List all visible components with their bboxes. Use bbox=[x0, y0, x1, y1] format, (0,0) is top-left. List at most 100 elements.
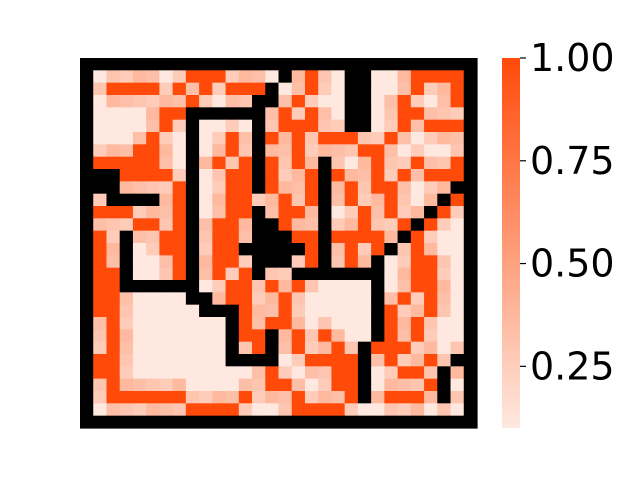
wall-cell bbox=[80, 193, 94, 207]
heatmap-cell bbox=[331, 280, 346, 293]
wall-cell bbox=[344, 107, 359, 121]
heatmap-cell bbox=[410, 304, 425, 318]
heatmap-cell bbox=[199, 181, 213, 195]
heatmap-cell bbox=[450, 95, 465, 108]
heatmap-cell bbox=[93, 230, 108, 244]
heatmap-cell bbox=[146, 267, 160, 281]
heatmap-cell bbox=[238, 341, 253, 355]
heatmap-cell bbox=[172, 354, 187, 367]
heatmap-cell bbox=[437, 329, 452, 343]
heatmap-cell bbox=[450, 70, 465, 84]
heatmap-cell bbox=[93, 243, 108, 256]
wall-cell bbox=[212, 304, 227, 318]
heatmap-cell bbox=[397, 70, 412, 84]
heatmap-cell bbox=[450, 82, 465, 96]
heatmap-cell bbox=[159, 193, 174, 207]
heatmap-cell bbox=[304, 341, 319, 355]
wall-cell bbox=[93, 415, 108, 429]
wall-cell bbox=[304, 415, 319, 429]
heatmap-cell bbox=[185, 95, 200, 108]
wall-cell bbox=[371, 415, 385, 429]
heatmap-cell bbox=[252, 82, 266, 96]
wall-cell bbox=[80, 181, 94, 195]
heatmap-cell bbox=[437, 132, 452, 145]
wall-cell bbox=[80, 119, 94, 133]
heatmap-cell bbox=[291, 230, 306, 244]
wall-cell bbox=[185, 255, 200, 269]
heatmap-cell bbox=[344, 243, 359, 256]
heatmap-cell bbox=[265, 317, 280, 330]
wall-cell bbox=[93, 181, 108, 195]
heatmap-cell bbox=[357, 292, 372, 306]
heatmap-cell bbox=[212, 70, 227, 84]
heatmap-cell bbox=[106, 144, 121, 158]
heatmap-cell bbox=[185, 391, 200, 404]
heatmap-cell bbox=[437, 119, 452, 133]
heatmap-cell bbox=[424, 267, 438, 281]
heatmap-cell bbox=[344, 193, 359, 207]
wall-cell bbox=[463, 144, 478, 158]
wall-cell bbox=[80, 82, 94, 96]
heatmap-cell bbox=[357, 193, 372, 207]
heatmap-cell bbox=[371, 341, 385, 355]
wall-cell bbox=[172, 58, 187, 71]
heatmap-cell bbox=[357, 243, 372, 256]
wall-cell bbox=[185, 169, 200, 182]
heatmap-cell bbox=[291, 119, 306, 133]
wall-cell bbox=[265, 415, 280, 429]
heatmap-cell bbox=[384, 144, 399, 158]
heatmap-cell bbox=[424, 132, 438, 145]
wall-cell bbox=[80, 95, 94, 108]
wall-cell bbox=[437, 193, 452, 207]
wall-cell bbox=[437, 366, 452, 380]
heatmap-cell bbox=[132, 341, 147, 355]
heatmap-cell bbox=[159, 119, 174, 133]
heatmap-cell bbox=[437, 230, 452, 244]
heatmap-cell bbox=[93, 366, 108, 380]
heatmap-cell bbox=[331, 403, 346, 417]
wall-cell bbox=[119, 193, 134, 207]
heatmap-cell bbox=[357, 403, 372, 417]
wall-cell bbox=[238, 243, 253, 256]
heatmap-cell bbox=[238, 193, 253, 207]
heatmap-cell bbox=[225, 366, 240, 380]
wall-cell bbox=[357, 95, 372, 108]
heatmap-cell bbox=[106, 82, 121, 96]
heatmap-cell bbox=[371, 144, 385, 158]
heatmap-cell bbox=[119, 144, 134, 158]
heatmap-cell bbox=[185, 378, 200, 392]
heatmap-cell bbox=[437, 169, 452, 182]
wall-cell bbox=[463, 378, 478, 392]
heatmap-cell bbox=[106, 132, 121, 145]
wall-cell bbox=[437, 378, 452, 392]
heatmap-cell bbox=[212, 181, 227, 195]
heatmap-cell bbox=[318, 304, 333, 318]
heatmap-cell bbox=[278, 107, 293, 121]
heatmap-cell bbox=[252, 280, 266, 293]
heatmap-cell bbox=[318, 329, 333, 343]
heatmap-cell bbox=[424, 243, 438, 256]
heatmap-cell bbox=[159, 317, 174, 330]
heatmap-cell bbox=[132, 329, 147, 343]
heatmap-cell bbox=[424, 317, 438, 330]
wall-cell bbox=[119, 243, 134, 256]
wall-cell bbox=[463, 156, 478, 170]
heatmap-cell bbox=[119, 132, 134, 145]
heatmap-cell bbox=[344, 169, 359, 182]
heatmap-cell bbox=[357, 329, 372, 343]
heatmap-cell bbox=[384, 391, 399, 404]
heatmap-cell bbox=[132, 181, 147, 195]
heatmap-cell bbox=[106, 119, 121, 133]
wall-cell bbox=[357, 58, 372, 71]
wall-cell bbox=[384, 243, 399, 256]
heatmap-cell bbox=[410, 82, 425, 96]
heatmap-cell bbox=[304, 206, 319, 219]
heatmap-cell bbox=[331, 169, 346, 182]
heatmap-cell bbox=[238, 280, 253, 293]
wall-cell bbox=[265, 58, 280, 71]
heatmap-cell bbox=[437, 280, 452, 293]
wall-cell bbox=[450, 415, 465, 429]
heatmap-cell bbox=[238, 119, 253, 133]
heatmap-cell bbox=[265, 304, 280, 318]
wall-cell bbox=[199, 415, 213, 429]
